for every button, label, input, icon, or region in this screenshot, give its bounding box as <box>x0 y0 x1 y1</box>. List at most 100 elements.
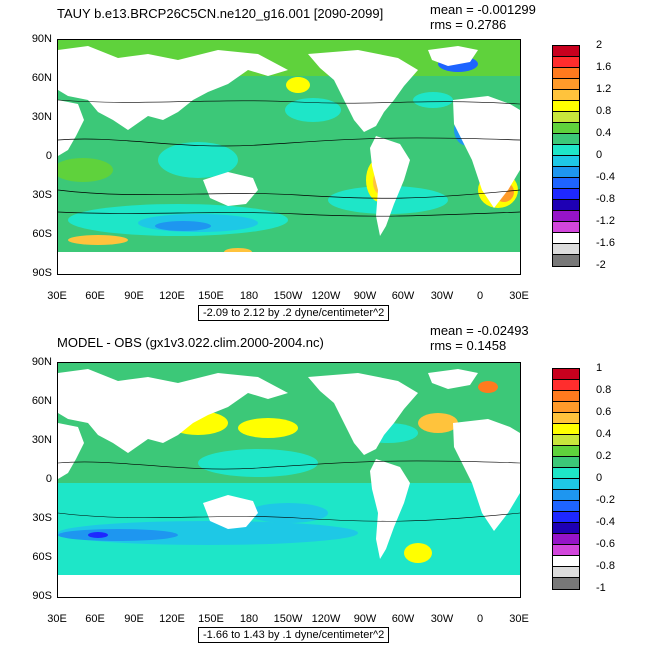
colorbar-swatch <box>553 391 579 402</box>
lon-label: 60E <box>85 613 105 625</box>
lon-label: 120E <box>159 613 185 625</box>
lon-label: 120W <box>311 290 341 302</box>
colorbar-swatch <box>553 534 579 545</box>
model-obs-panel: MODEL - OBS (gx1v3.022.clim.2000-2004.nc… <box>0 323 647 646</box>
colorbar-swatch <box>553 68 579 79</box>
lon-label: 30W <box>430 290 454 302</box>
colorbar-label: -0.2 <box>596 494 615 506</box>
colorbar-swatch <box>553 178 579 189</box>
colorbar-swatch <box>553 556 579 567</box>
lat-label: 90S <box>32 267 52 279</box>
lon-label: 0 <box>476 613 484 625</box>
lon-label: 150E <box>198 613 224 625</box>
lat-label: 90N <box>31 356 52 368</box>
lon-label: 180 <box>239 290 259 302</box>
colorbar-swatch <box>553 112 579 123</box>
model-obs-map <box>57 362 521 598</box>
colorbar-swatch <box>553 134 579 145</box>
colorbar-swatch <box>553 211 579 222</box>
lat-label: 90S <box>32 590 52 602</box>
colorbar-label: -0.4 <box>596 171 615 183</box>
panel-title: MODEL - OBS (gx1v3.022.clim.2000-2004.nc… <box>57 335 324 350</box>
colorbar <box>552 45 580 267</box>
colorbar-label: 1.6 <box>596 61 612 73</box>
lon-label: 150E <box>198 290 224 302</box>
colorbar-label: -0.8 <box>596 560 615 572</box>
colorbar-label: -1.6 <box>596 237 615 249</box>
colorbar-label: -1.2 <box>596 215 615 227</box>
colorbar-swatch <box>553 446 579 457</box>
lat-label: 30S <box>32 189 52 201</box>
lon-label: 30E <box>509 613 529 625</box>
colorbar-swatch <box>553 189 579 200</box>
colorbar <box>552 368 580 590</box>
colorbar-swatch <box>553 90 579 101</box>
colorbar-label: -0.4 <box>596 516 615 528</box>
colorbar-swatch <box>553 479 579 490</box>
colorbar-swatch <box>553 156 579 167</box>
lat-label: 30N <box>31 434 52 446</box>
lon-label: 30W <box>430 613 454 625</box>
lon-label: 90E <box>124 613 144 625</box>
colorbar-swatch <box>553 468 579 479</box>
colorbar-swatch <box>553 457 579 468</box>
lat-label: 0 <box>45 150 52 162</box>
colorbar-swatch <box>553 101 579 112</box>
lat-label: 60S <box>32 228 52 240</box>
lon-label: 150W <box>273 613 303 625</box>
rms-stat: rms = 0.1458 <box>430 338 507 353</box>
colorbar-swatch <box>553 578 579 589</box>
colorbar-label: 2 <box>596 39 603 51</box>
tauy-panel: TAUY b.e13.BRCP26C5CN.ne120_g16.001 [209… <box>0 0 647 323</box>
tauy-map <box>57 39 521 275</box>
lon-label: 30E <box>509 290 529 302</box>
colorbar-label: -0.8 <box>596 193 615 205</box>
lat-label: 30N <box>31 111 52 123</box>
colorbar-swatch <box>553 255 579 266</box>
colorbar-swatch <box>553 57 579 68</box>
lon-label: 60E <box>85 290 105 302</box>
contour-caption: -2.09 to 2.12 by .2 dyne/centimeter^2 <box>198 305 390 321</box>
lat-label: 30S <box>32 512 52 524</box>
colorbar-swatch <box>553 380 579 391</box>
colorbar-swatch <box>553 490 579 501</box>
colorbar-swatch <box>553 222 579 233</box>
colorbar-swatch <box>553 369 579 380</box>
colorbar-swatch <box>553 435 579 446</box>
lon-label: 30E <box>47 290 67 302</box>
colorbar-swatch <box>553 145 579 156</box>
lat-label: 90N <box>31 33 52 45</box>
lon-label: 180 <box>239 613 259 625</box>
colorbar-label: 0.4 <box>596 428 612 440</box>
colorbar-swatch <box>553 167 579 178</box>
lat-label: 0 <box>45 473 52 485</box>
colorbar-label: 0 <box>596 149 603 161</box>
colorbar-label: -2 <box>596 259 606 271</box>
lon-label: 60W <box>391 613 415 625</box>
rms-stat: rms = 0.2786 <box>430 17 507 32</box>
colorbar-swatch <box>553 233 579 244</box>
colorbar-label: 1 <box>596 362 603 374</box>
colorbar-label: 0 <box>596 472 603 484</box>
lon-label: 30E <box>47 613 67 625</box>
colorbar-swatch <box>553 523 579 534</box>
colorbar-swatch <box>553 512 579 523</box>
lon-label: 150W <box>273 290 303 302</box>
colorbar-label: 0.2 <box>596 450 612 462</box>
colorbar-swatch <box>553 501 579 512</box>
colorbar-label: -1 <box>596 582 606 594</box>
contour-caption: -1.66 to 1.43 by .1 dyne/centimeter^2 <box>198 627 390 643</box>
panel-title: TAUY b.e13.BRCP26C5CN.ne120_g16.001 [209… <box>57 6 384 21</box>
lat-label: 60N <box>31 72 52 84</box>
colorbar-label: 1.2 <box>596 83 612 95</box>
mean-stat: mean = -0.02493 <box>430 323 529 338</box>
colorbar-swatch <box>553 567 579 578</box>
colorbar-label: 0.4 <box>596 127 612 139</box>
lat-label: 60N <box>31 395 52 407</box>
colorbar-swatch <box>553 413 579 424</box>
colorbar-swatch <box>553 123 579 134</box>
colorbar-swatch <box>553 79 579 90</box>
lat-label: 60S <box>32 551 52 563</box>
tauy-map-field <box>58 40 520 274</box>
colorbar-label: -0.6 <box>596 538 615 550</box>
